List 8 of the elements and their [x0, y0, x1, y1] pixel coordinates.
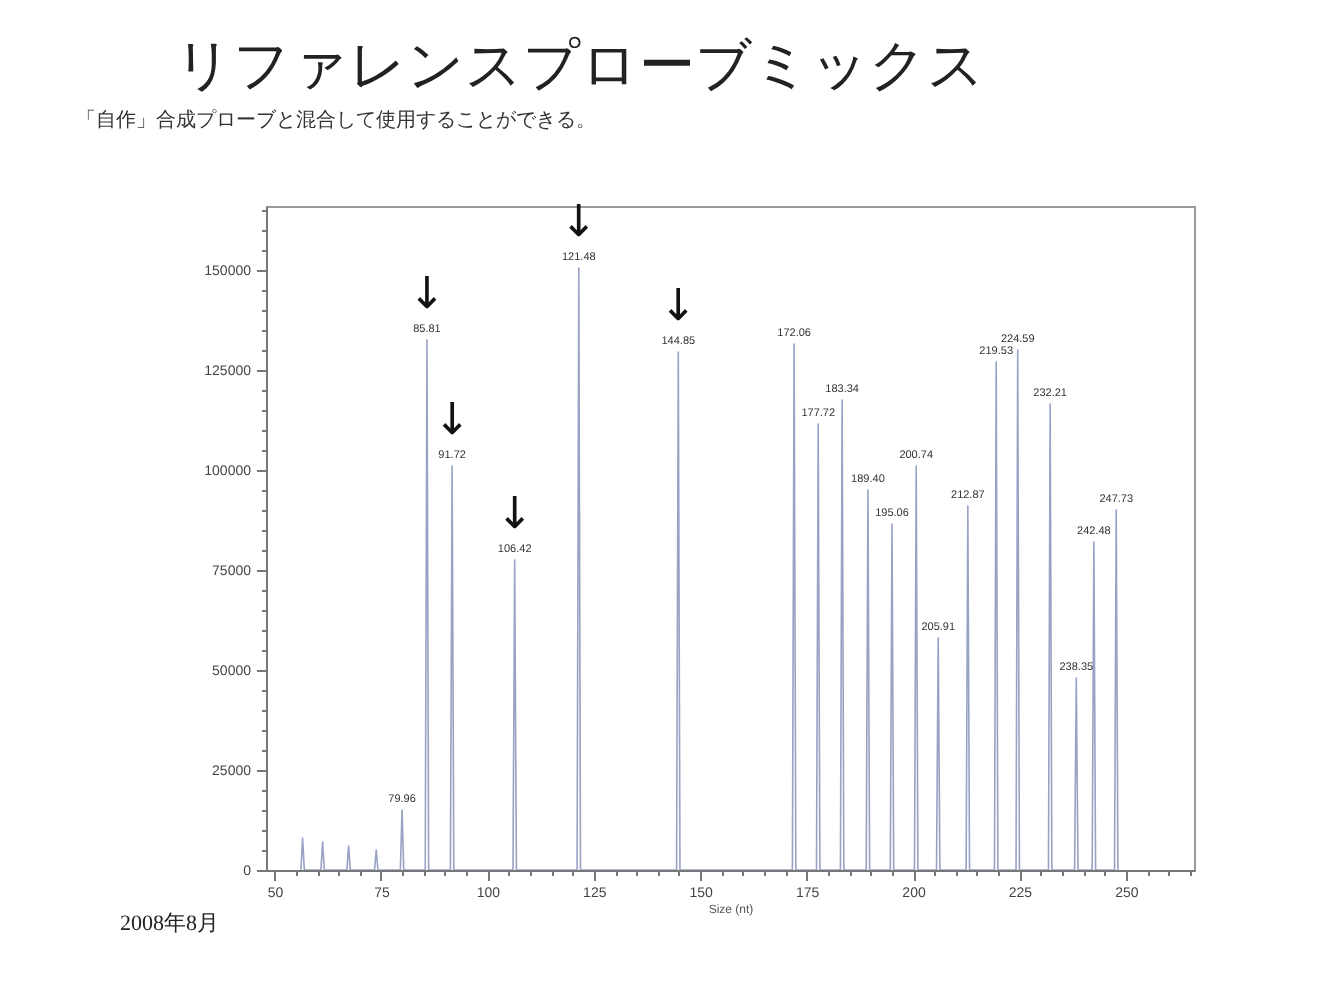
- annotation: ↓: [496, 490, 534, 540]
- annotation: ↓: [408, 270, 446, 320]
- annotation: ↓: [433, 396, 471, 446]
- annotation: ↓: [560, 198, 598, 248]
- chart-subtitle: 「自作」合成プローブと混合して使用することができる。: [76, 110, 596, 134]
- annotation: ↓: [659, 282, 697, 332]
- text: 2008年8月: [120, 910, 219, 938]
- chart-title: リファレンスプローブミックス: [173, 36, 987, 100]
